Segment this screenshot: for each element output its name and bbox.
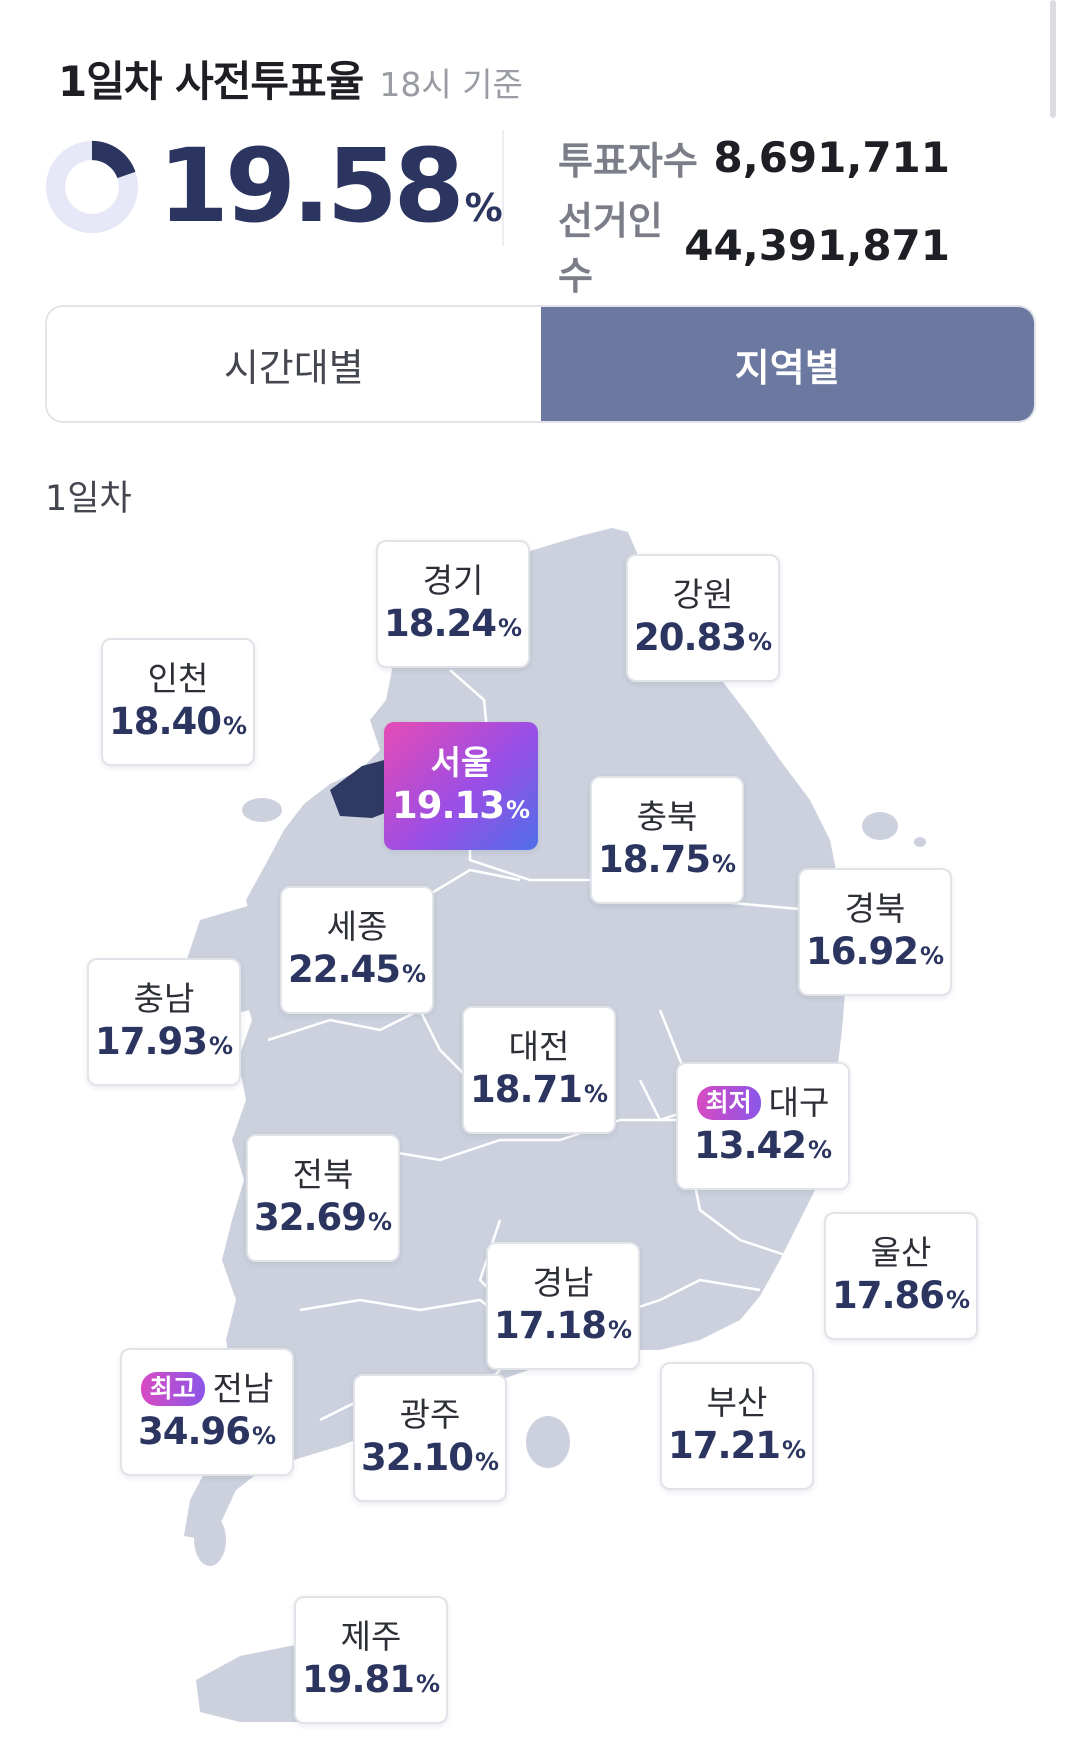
region-gwangju[interactable]: 광주 32.10% [353, 1374, 507, 1502]
region-name: 충남 [133, 979, 195, 1019]
tab-by-region[interactable]: 지역별 [540, 307, 1034, 421]
region-rate: 18.71% [469, 1067, 609, 1111]
region-rate: 18.75% [597, 837, 737, 881]
region-name: 강원 [672, 575, 734, 615]
region-gangwon[interactable]: 강원 20.83% [626, 554, 780, 682]
region-name: 서울 [430, 743, 492, 783]
region-jeonnam[interactable]: 최고 전남 34.96% [120, 1348, 294, 1476]
tab-by-time[interactable]: 시간대별 [47, 307, 541, 421]
header: 1일차 사전투표율 18시 기준 [58, 48, 523, 109]
electorate-label: 선거인수 [558, 199, 663, 298]
electorate-value: 44,391,871 [684, 220, 950, 270]
region-rate: 17.86% [831, 1273, 971, 1317]
region-rate: 22.45% [287, 947, 427, 991]
region-daegu[interactable]: 최저 대구 13.42% [676, 1062, 850, 1190]
region-rate: 17.93% [94, 1019, 234, 1063]
turnout-rate: 19.58 [158, 127, 465, 246]
region-name: 경기 [422, 561, 484, 601]
turnout-donut-icon [45, 140, 139, 234]
reference-time: 18시 기준 [379, 65, 523, 104]
region-name: 세종 [326, 907, 388, 947]
region-name: 최저 대구 [696, 1083, 829, 1123]
region-rate: 19.13% [391, 783, 531, 827]
region-sejong[interactable]: 세종 22.45% [280, 886, 434, 1014]
region-rate: 20.83% [633, 615, 773, 659]
region-rate: 18.24% [383, 601, 523, 645]
region-chungbuk[interactable]: 충북 18.75% [590, 776, 744, 904]
region-name: 울산 [870, 1233, 932, 1273]
voters-row: 투표자수 8,691,711 [558, 130, 950, 185]
region-name: 광주 [399, 1395, 461, 1435]
island-incheon [242, 798, 282, 822]
region-name: 경남 [532, 1263, 594, 1303]
voters-value: 8,691,711 [713, 133, 950, 182]
day-label: 1일차 [45, 479, 132, 519]
divider [502, 130, 504, 246]
region-busan[interactable]: 부산 17.21% [660, 1362, 814, 1490]
region-jeonbuk[interactable]: 전북 32.69% [246, 1134, 400, 1262]
region-rate: 17.21% [667, 1423, 807, 1467]
page-title: 1일차 사전투표율 [58, 57, 364, 106]
island-geoje [526, 1416, 570, 1468]
voters-label: 투표자수 [558, 139, 698, 183]
lowest-badge: 최저 [696, 1085, 761, 1120]
region-seoul[interactable]: 서울 19.13% [384, 722, 538, 850]
region-name: 충북 [636, 797, 698, 837]
turnout-summary: 19.58 % [44, 136, 503, 238]
region-name: 부산 [706, 1383, 768, 1423]
region-gyeonggi[interactable]: 경기 18.24% [376, 540, 530, 668]
region-jeju[interactable]: 제주 19.81% [294, 1596, 448, 1724]
region-rate: 16.92% [805, 929, 945, 973]
region-incheon[interactable]: 인천 18.40% [101, 638, 255, 766]
island-south [194, 1514, 226, 1566]
island-ulleung [862, 812, 898, 840]
region-name: 제주 [340, 1617, 402, 1657]
region-rate: 13.42% [693, 1123, 833, 1167]
region-rate: 34.96% [137, 1409, 277, 1453]
region-rate: 32.69% [253, 1195, 393, 1239]
region-ulsan[interactable]: 울산 17.86% [824, 1212, 978, 1340]
region-name: 최고 전남 [140, 1369, 273, 1409]
region-name: 경북 [844, 889, 906, 929]
region-rate: 18.40% [108, 699, 248, 743]
region-name: 전북 [292, 1155, 354, 1195]
region-chungnam[interactable]: 충남 17.93% [87, 958, 241, 1086]
turnout-unit: % [464, 186, 503, 230]
electorate-row: 선거인수 44,391,871 [558, 190, 950, 300]
region-name: 인천 [147, 659, 209, 699]
region-rate: 19.81% [301, 1657, 441, 1701]
region-rate: 17.18% [493, 1303, 633, 1347]
region-name: 대전 [508, 1027, 570, 1067]
region-gyeongnam[interactable]: 경남 17.18% [486, 1242, 640, 1370]
highest-badge: 최고 [140, 1371, 205, 1406]
region-gyeongbuk[interactable]: 경북 16.92% [798, 868, 952, 996]
region-rate: 32.10% [360, 1435, 500, 1479]
scrollbar[interactable] [1050, 0, 1056, 118]
region-daejeon[interactable]: 대전 18.71% [462, 1006, 616, 1134]
island-dokdo [914, 837, 926, 847]
view-tabs: 시간대별 지역별 [45, 305, 1036, 423]
